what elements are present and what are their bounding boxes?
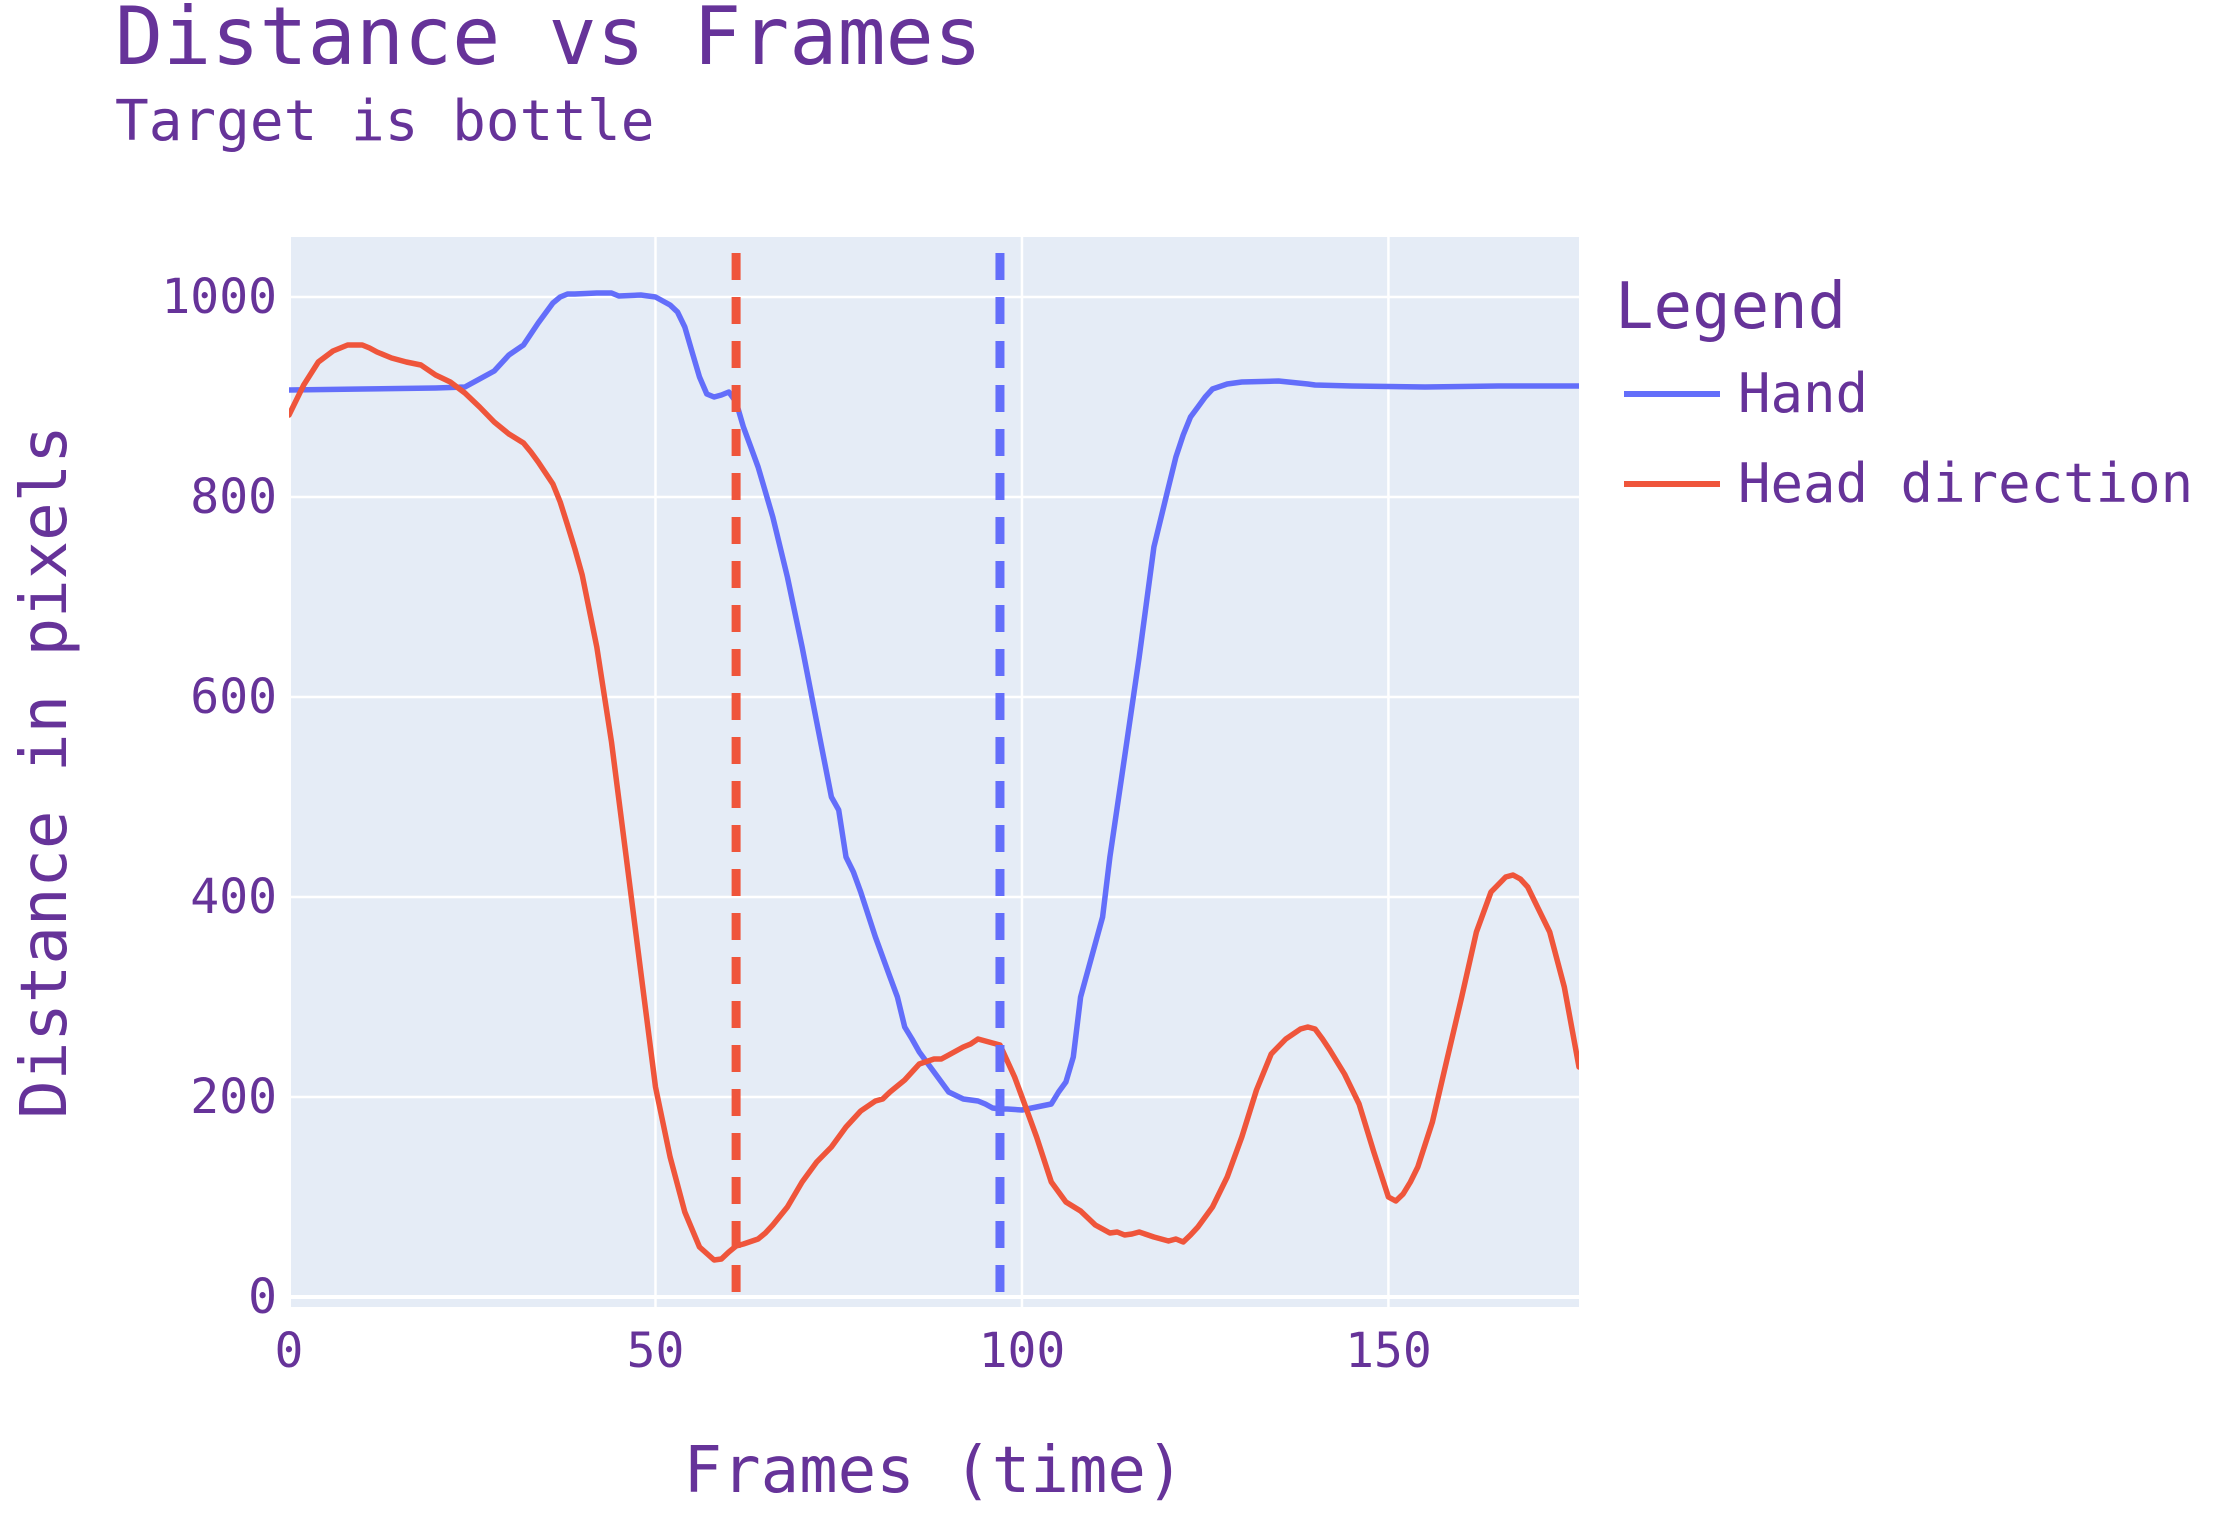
chart-subtitle: Target is bottle xyxy=(115,89,654,154)
y-axis-title: Distance in pixels xyxy=(8,425,82,1119)
x-tick-label: 0 xyxy=(275,1323,304,1379)
series-lines xyxy=(289,290,1579,1263)
legend: Legend Hand Head direction xyxy=(1615,270,2193,515)
x-axis-title: Frames (time) xyxy=(684,1434,1185,1508)
plot-area xyxy=(289,237,1579,1307)
legend-title: Legend xyxy=(1615,270,1846,344)
y-tick-labels: 0 200 400 600 800 1000 xyxy=(161,269,277,1325)
series-line-hand xyxy=(289,290,1579,1113)
y-tick-label: 600 xyxy=(190,669,277,725)
x-tick-label: 150 xyxy=(1345,1323,1432,1379)
y-tick-label: 200 xyxy=(190,1069,277,1125)
y-tick-label: 800 xyxy=(190,469,277,525)
x-tick-label: 100 xyxy=(979,1323,1066,1379)
legend-label-hand: Hand xyxy=(1738,362,1868,425)
legend-label-head-direction: Head direction xyxy=(1738,452,2193,515)
chart-title: Distance vs Frames xyxy=(115,0,982,83)
y-tick-label: 1000 xyxy=(161,269,277,325)
x-tick-labels: 0 50 100 150 xyxy=(275,1323,1432,1379)
y-tick-label: 400 xyxy=(190,869,277,925)
series-line-head-direction xyxy=(289,342,1579,1263)
x-tick-label: 50 xyxy=(627,1323,685,1379)
y-tick-label: 0 xyxy=(248,1269,277,1325)
